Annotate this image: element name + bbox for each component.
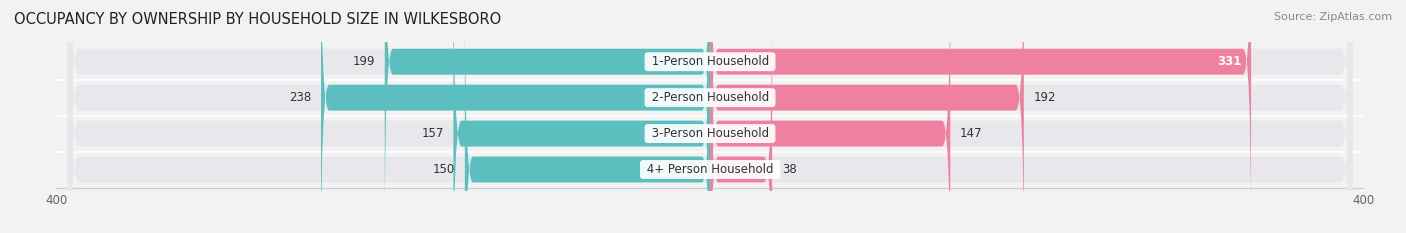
FancyBboxPatch shape — [67, 0, 1353, 233]
FancyBboxPatch shape — [321, 0, 710, 233]
FancyBboxPatch shape — [67, 0, 1353, 233]
Text: 238: 238 — [290, 91, 311, 104]
Text: 157: 157 — [422, 127, 444, 140]
Text: 192: 192 — [1033, 91, 1056, 104]
Text: 3-Person Household: 3-Person Household — [648, 127, 772, 140]
Text: 4+ Person Household: 4+ Person Household — [643, 163, 778, 176]
FancyBboxPatch shape — [710, 0, 1024, 233]
FancyBboxPatch shape — [67, 0, 1353, 233]
FancyBboxPatch shape — [710, 0, 1251, 228]
FancyBboxPatch shape — [710, 3, 772, 233]
FancyBboxPatch shape — [710, 0, 950, 233]
Text: 331: 331 — [1216, 55, 1241, 68]
Text: 147: 147 — [960, 127, 983, 140]
Text: Source: ZipAtlas.com: Source: ZipAtlas.com — [1274, 12, 1392, 22]
Text: 150: 150 — [433, 163, 456, 176]
FancyBboxPatch shape — [385, 0, 710, 228]
Text: 199: 199 — [353, 55, 375, 68]
FancyBboxPatch shape — [465, 3, 710, 233]
Text: 38: 38 — [782, 163, 797, 176]
Text: 1-Person Household: 1-Person Household — [648, 55, 772, 68]
Text: OCCUPANCY BY OWNERSHIP BY HOUSEHOLD SIZE IN WILKESBORO: OCCUPANCY BY OWNERSHIP BY HOUSEHOLD SIZE… — [14, 12, 502, 27]
Text: 2-Person Household: 2-Person Household — [648, 91, 772, 104]
FancyBboxPatch shape — [67, 0, 1353, 233]
FancyBboxPatch shape — [453, 0, 710, 233]
